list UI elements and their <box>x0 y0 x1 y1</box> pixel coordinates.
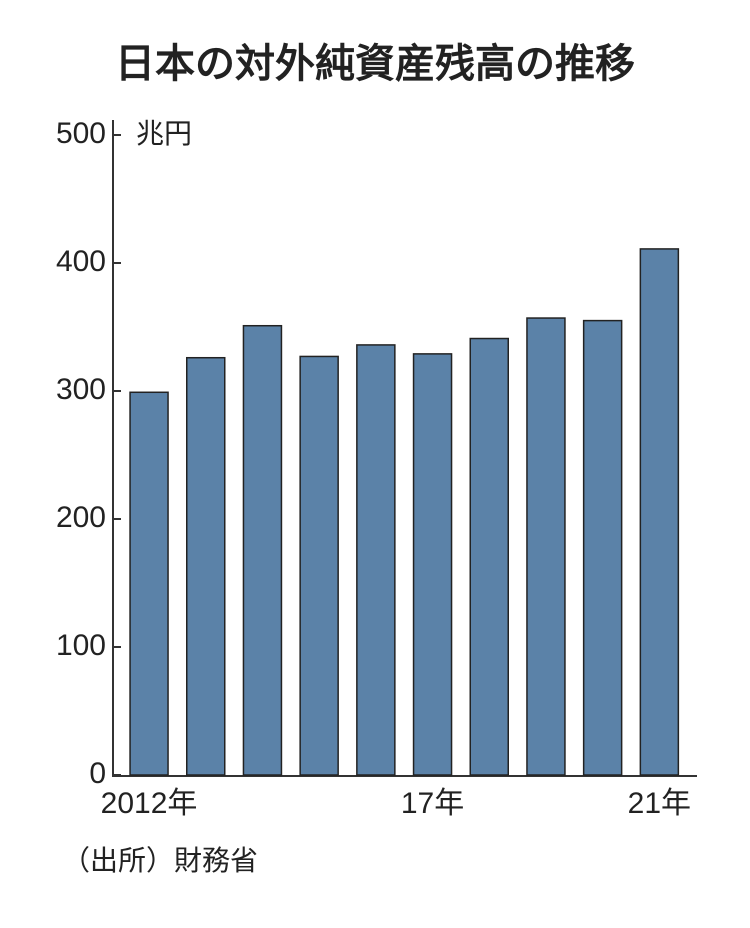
bar <box>242 324 283 776</box>
bar <box>639 248 680 776</box>
bar <box>582 319 623 776</box>
y-tick-label: 0 <box>89 757 106 790</box>
y-tick-label: 100 <box>56 629 106 662</box>
bar <box>526 317 566 776</box>
chart-title: 日本の対外純資産残高の推移 <box>115 41 635 87</box>
y-unit: 兆円 <box>136 117 192 150</box>
y-tick-label: 200 <box>56 501 106 534</box>
x-tick-label: 17年 <box>401 787 464 820</box>
bar <box>412 353 453 776</box>
bar <box>299 355 339 776</box>
x-tick-label: 2012年 <box>101 787 198 820</box>
y-tick-label: 300 <box>56 373 106 406</box>
y-tick-label: 400 <box>56 245 106 278</box>
y-tick-label: 500 <box>56 117 106 150</box>
bar <box>186 356 226 776</box>
x-tick-label: 21年 <box>628 787 691 820</box>
source-note: （出所）財務省 <box>62 844 258 877</box>
bar <box>469 337 509 776</box>
bar <box>129 391 169 776</box>
bar <box>356 344 396 776</box>
